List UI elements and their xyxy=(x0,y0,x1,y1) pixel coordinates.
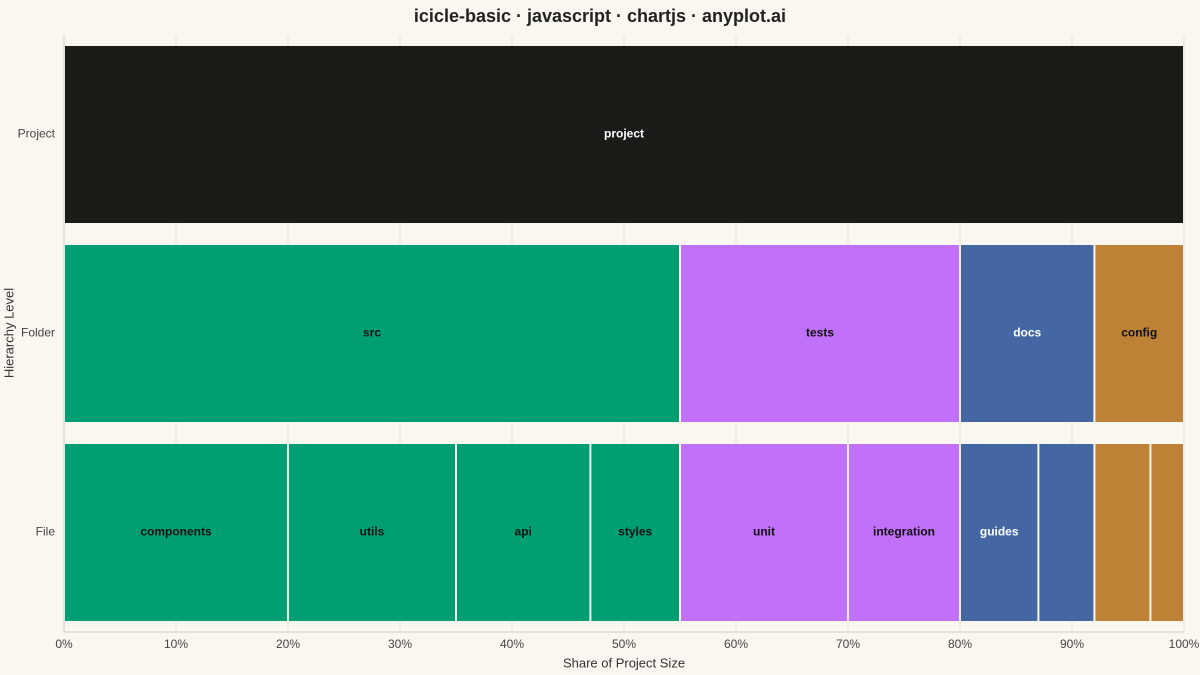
segment-label: tests xyxy=(806,326,834,340)
x-tick-label: 0% xyxy=(55,637,73,651)
segment xyxy=(65,245,679,422)
segment xyxy=(289,444,455,621)
segment xyxy=(65,46,1183,223)
segment xyxy=(961,245,1094,422)
x-tick-label: 80% xyxy=(948,637,972,651)
segment-label: guides xyxy=(980,525,1019,539)
y-tick-label: Project xyxy=(18,127,56,141)
segment-label: styles xyxy=(618,525,652,539)
segment-label: components xyxy=(140,525,212,539)
x-tick-label: 50% xyxy=(612,637,636,651)
segment xyxy=(681,245,959,422)
x-tick-label: 40% xyxy=(500,637,524,651)
x-tick-label: 70% xyxy=(836,637,860,651)
x-tick-label: 10% xyxy=(164,637,188,651)
segment xyxy=(1151,444,1183,621)
segment-label: api xyxy=(515,525,532,539)
segment xyxy=(1039,444,1094,621)
x-axis-title: Share of Project Size xyxy=(563,655,685,670)
x-tick-label: 90% xyxy=(1060,637,1084,651)
segment xyxy=(457,444,590,621)
segment-label: unit xyxy=(753,525,775,539)
segment xyxy=(849,444,959,621)
segment xyxy=(65,444,287,621)
y-tick-label: File xyxy=(36,525,56,539)
y-axis-title: Hierarchy Level xyxy=(1,288,16,378)
segment xyxy=(591,444,679,621)
segment xyxy=(1095,245,1183,422)
segment xyxy=(961,444,1038,621)
y-tick-label: Folder xyxy=(21,326,55,340)
segment-label: integration xyxy=(873,525,935,539)
segment xyxy=(1095,444,1150,621)
segment-label: utils xyxy=(360,525,385,539)
segment-label: src xyxy=(363,326,381,340)
segment-label: config xyxy=(1121,326,1157,340)
segment-label: docs xyxy=(1013,326,1041,340)
segment-label: project xyxy=(604,127,644,141)
x-tick-label: 30% xyxy=(388,637,412,651)
x-tick-label: 100% xyxy=(1169,637,1200,651)
segment xyxy=(681,444,847,621)
x-tick-label: 60% xyxy=(724,637,748,651)
x-tick-label: 20% xyxy=(276,637,300,651)
chart-title: icicle-basic · javascript · chartjs · an… xyxy=(414,6,786,26)
